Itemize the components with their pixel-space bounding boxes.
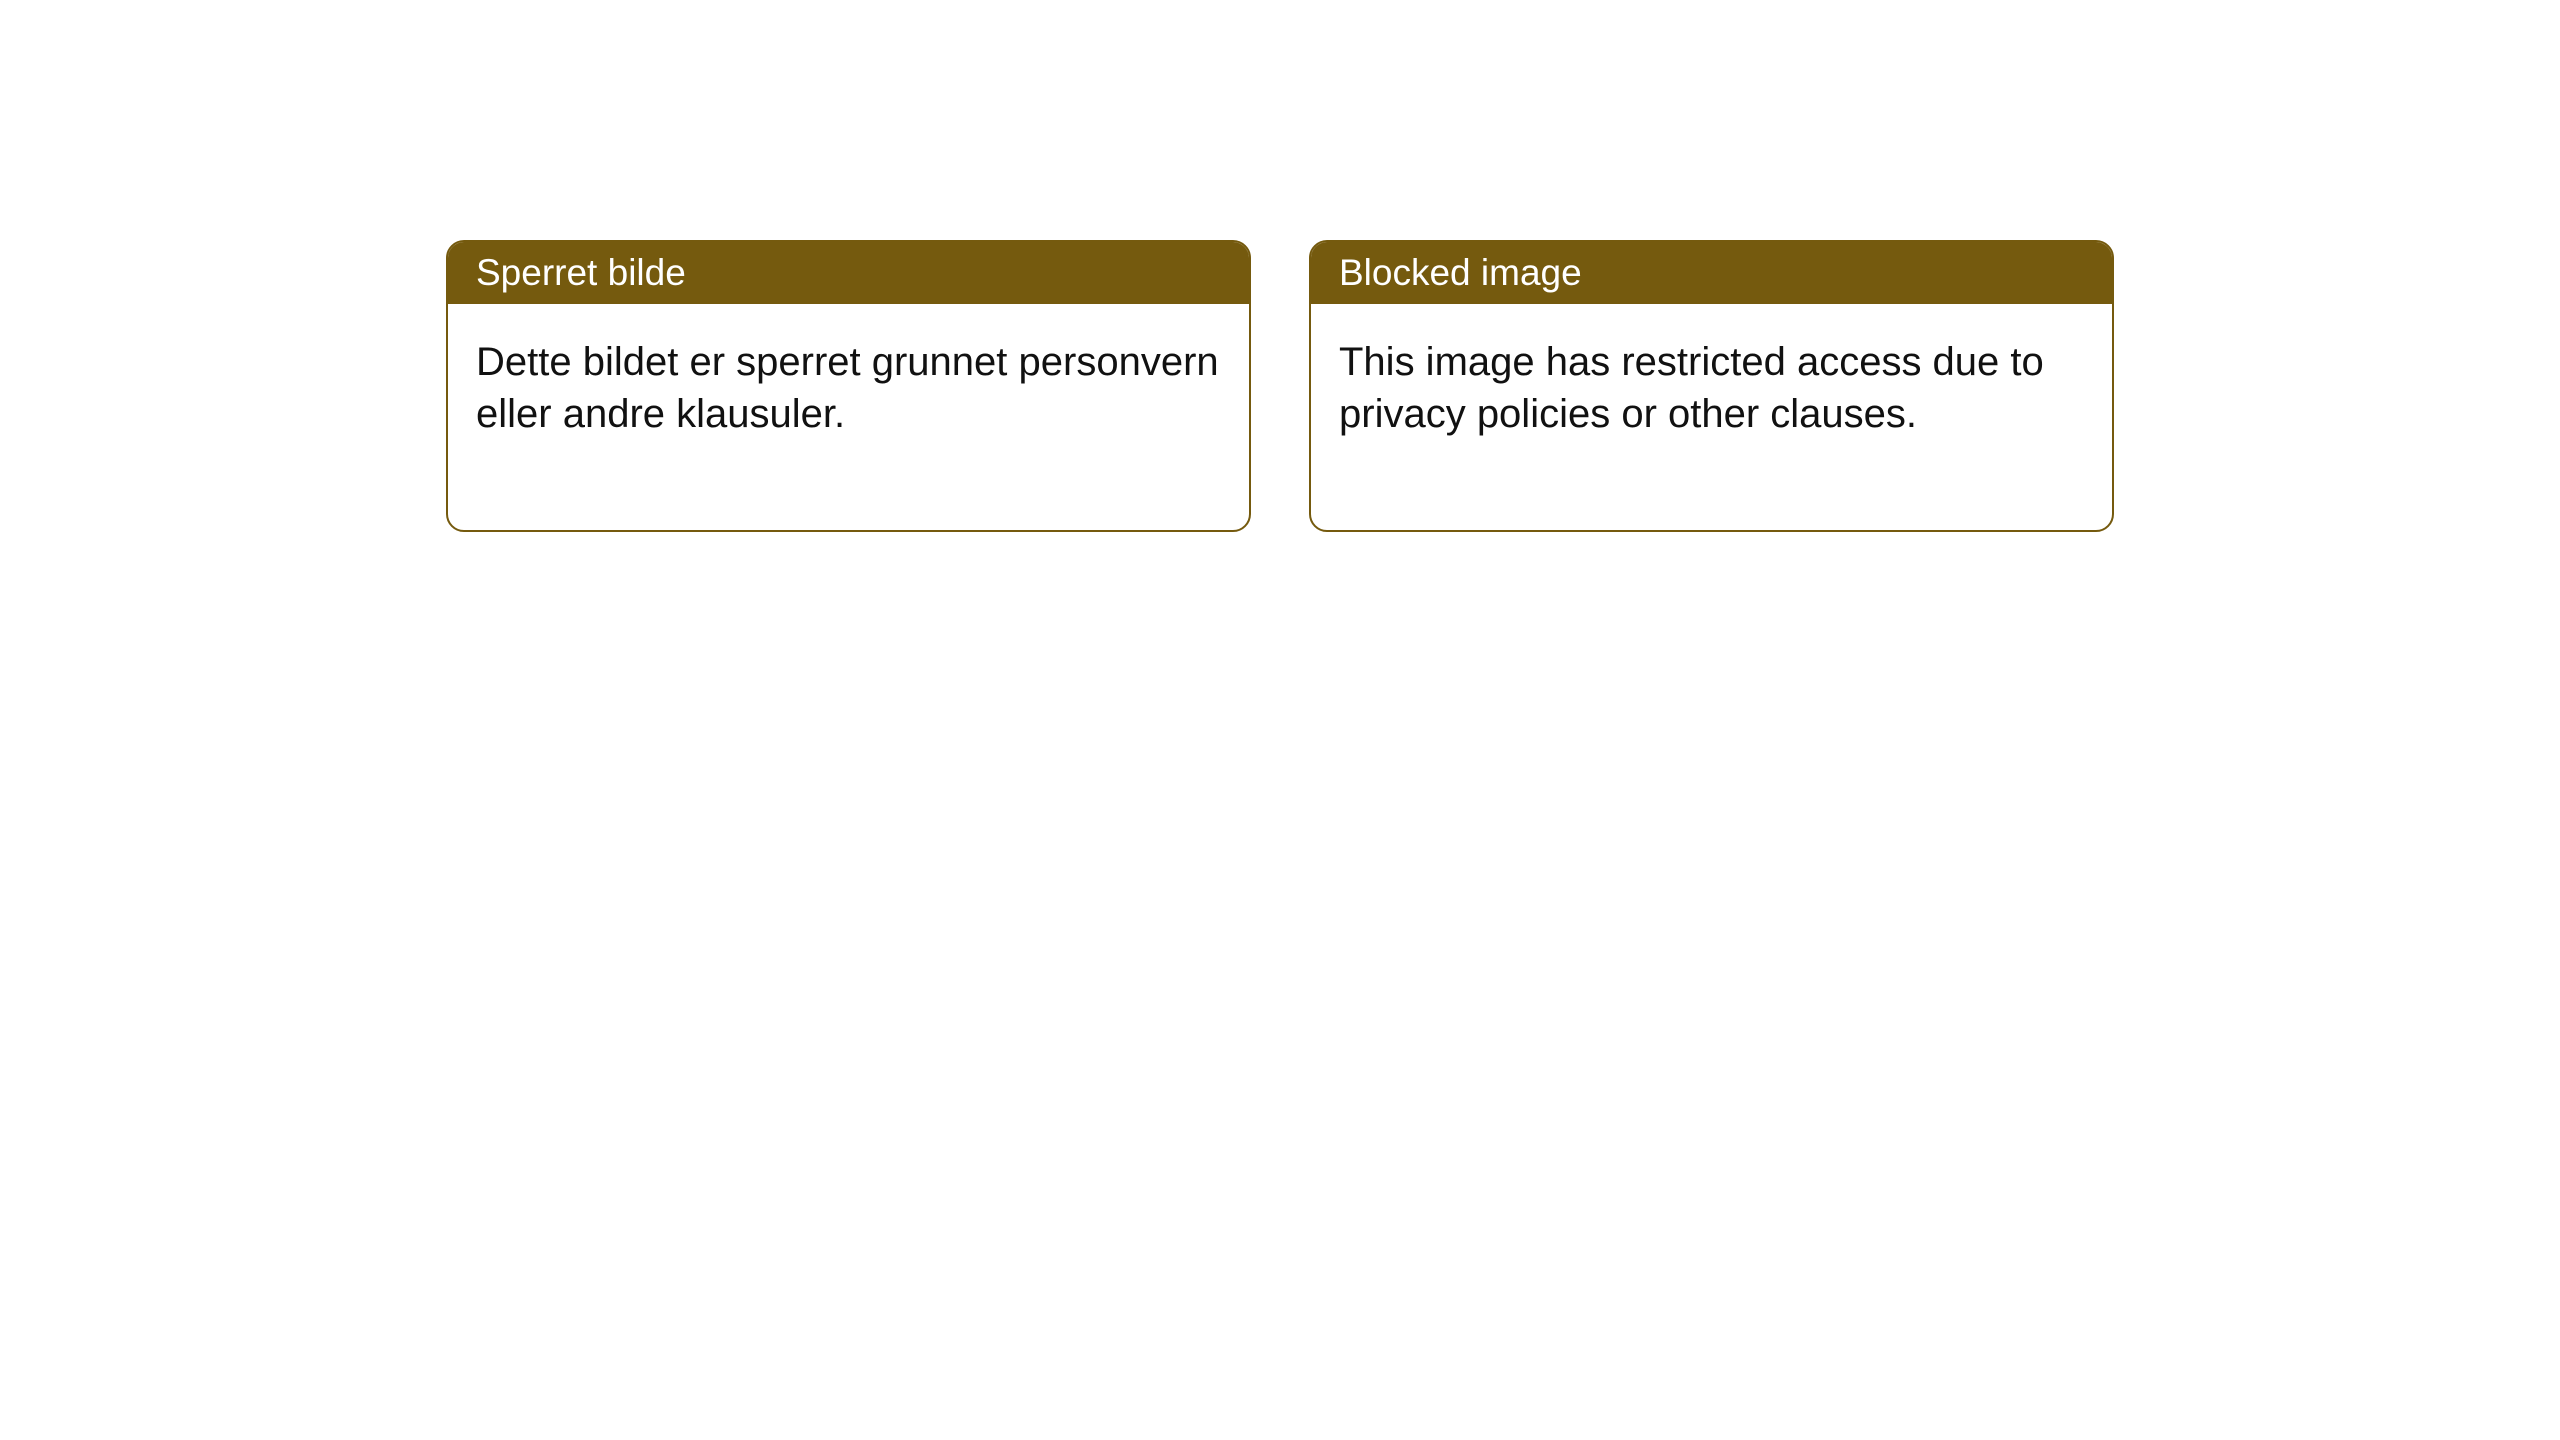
panel-header: Blocked image (1311, 242, 2112, 304)
panel-body: This image has restricted access due to … (1311, 304, 2112, 530)
panel-header: Sperret bilde (448, 242, 1249, 304)
notice-panel-norwegian: Sperret bilde Dette bildet er sperret gr… (446, 240, 1251, 532)
notice-panels-container: Sperret bilde Dette bildet er sperret gr… (0, 240, 2560, 532)
panel-body: Dette bildet er sperret grunnet personve… (448, 304, 1249, 530)
notice-panel-english: Blocked image This image has restricted … (1309, 240, 2114, 532)
